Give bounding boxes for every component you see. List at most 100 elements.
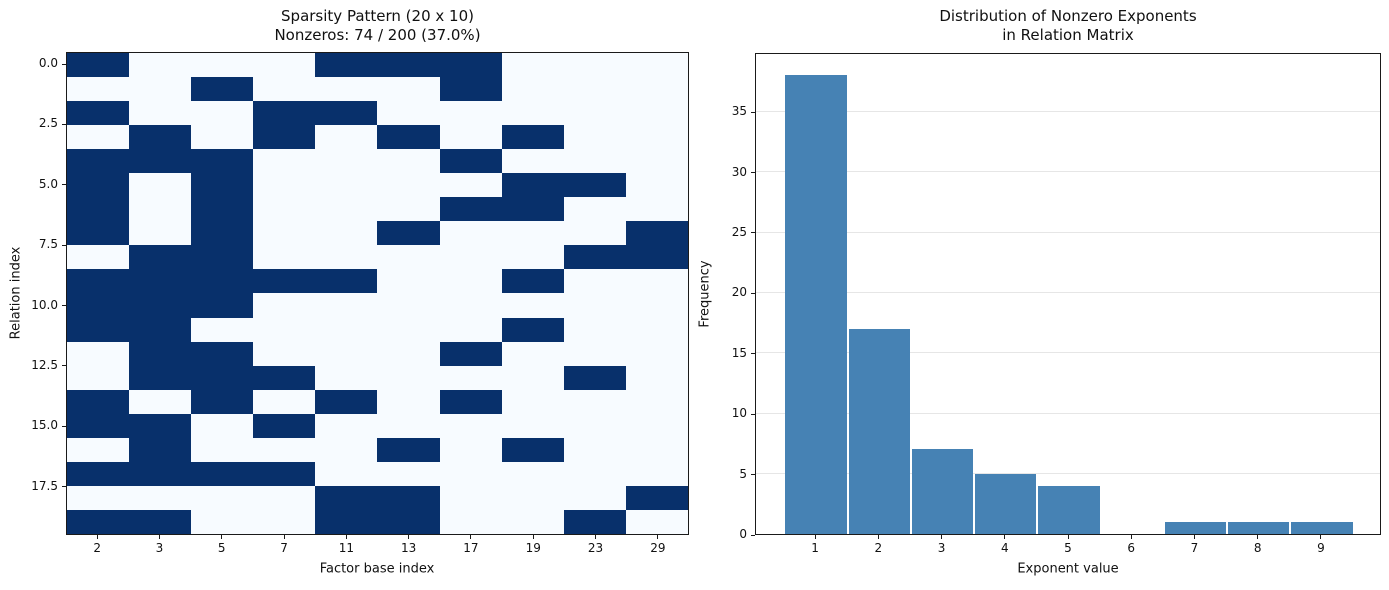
heatmap-cell bbox=[625, 173, 688, 198]
x-tick-label: 7 bbox=[1190, 541, 1199, 555]
heatmap-cell bbox=[439, 365, 502, 390]
heatmap-cell bbox=[191, 293, 254, 318]
heatmap-cell bbox=[253, 413, 316, 438]
heatmap-cell bbox=[253, 485, 316, 510]
heatmap-cell bbox=[625, 245, 688, 270]
heatmap-cell bbox=[315, 125, 378, 150]
gridline bbox=[756, 291, 1380, 293]
heatmap-cell bbox=[625, 149, 688, 174]
x-tick-label: 8 bbox=[1253, 541, 1262, 555]
heatmap-cell bbox=[315, 485, 378, 510]
heatmap-cell bbox=[501, 413, 564, 438]
heatmap-cell bbox=[253, 53, 316, 78]
heatmap-cell bbox=[501, 245, 564, 270]
y-tick-label: 12.5 bbox=[31, 357, 58, 372]
y-tick-mark bbox=[62, 365, 66, 367]
x-tick-mark bbox=[408, 535, 410, 539]
x-tick-mark bbox=[941, 535, 943, 539]
heatmap-cell bbox=[191, 341, 254, 366]
y-tick-label: 10 bbox=[731, 406, 747, 421]
x-tick-label: 3 bbox=[937, 541, 946, 555]
y-tick-label: 25 bbox=[731, 224, 747, 239]
heatmap-cell bbox=[501, 173, 564, 198]
heatmap-cell bbox=[315, 269, 378, 294]
heatmap-cell bbox=[563, 245, 626, 270]
heatmap-cell bbox=[625, 437, 688, 462]
heatmap-cell bbox=[191, 149, 254, 174]
heatmap-cell bbox=[377, 317, 440, 342]
x-tick-mark bbox=[877, 535, 879, 539]
heatmap-cell bbox=[501, 149, 564, 174]
y-tick-label: 10.0 bbox=[31, 297, 58, 312]
x-tick-label: 19 bbox=[525, 541, 541, 555]
heatmap-cell bbox=[501, 197, 564, 222]
heatmap-title-line2: Nonzeros: 74 / 200 (37.0%) bbox=[274, 26, 481, 44]
heatmap-cell bbox=[129, 53, 192, 78]
heatmap-cell bbox=[67, 317, 130, 342]
heatmap-cell bbox=[129, 509, 192, 534]
x-tick-mark bbox=[657, 535, 659, 539]
x-tick-mark bbox=[1067, 535, 1069, 539]
heatmap-cell bbox=[315, 437, 378, 462]
heatmap-cell bbox=[377, 53, 440, 78]
heatmap-cell bbox=[501, 77, 564, 102]
heatmap-cell bbox=[439, 77, 502, 102]
heatmap-cell bbox=[563, 173, 626, 198]
heatmap-cell bbox=[625, 413, 688, 438]
y-tick-label: 35 bbox=[731, 104, 747, 119]
heatmap-cell bbox=[191, 317, 254, 342]
x-tick-label: 1 bbox=[811, 541, 819, 555]
heatmap-cell bbox=[191, 197, 254, 222]
heatmap-cell bbox=[191, 437, 254, 462]
heatmap-cell bbox=[253, 317, 316, 342]
heatmap-cell bbox=[129, 413, 192, 438]
y-tick-mark bbox=[751, 232, 755, 234]
heatmap-cell bbox=[625, 77, 688, 102]
heatmap-cell bbox=[191, 53, 254, 78]
heatmap-cell bbox=[129, 149, 192, 174]
heatmap-cell bbox=[315, 509, 378, 534]
heatmap-cell bbox=[625, 221, 688, 246]
heatmap-cell bbox=[439, 149, 502, 174]
heatmap-cell bbox=[439, 389, 502, 414]
heatmap-cell bbox=[315, 53, 378, 78]
heatmap-cell bbox=[67, 461, 130, 486]
y-tick-label: 7.5 bbox=[38, 237, 58, 252]
x-tick-label: 2 bbox=[874, 541, 883, 555]
heatmap-cell bbox=[377, 389, 440, 414]
x-tick-mark bbox=[1130, 535, 1132, 539]
heatmap-cell bbox=[191, 221, 254, 246]
heatmap-cell bbox=[501, 437, 564, 462]
x-tick-label: 23 bbox=[587, 541, 604, 555]
histogram-bar bbox=[975, 473, 1037, 534]
y-tick-label: 2.5 bbox=[38, 116, 58, 131]
gridline bbox=[756, 352, 1380, 354]
heatmap-cell bbox=[315, 149, 378, 174]
heatmap-cell bbox=[67, 221, 130, 246]
heatmap-cell bbox=[315, 101, 378, 126]
x-tick-mark bbox=[1193, 535, 1195, 539]
heatmap-cell bbox=[129, 365, 192, 390]
heatmap-cell bbox=[439, 509, 502, 534]
heatmap-cell bbox=[129, 437, 192, 462]
heatmap-cell bbox=[315, 461, 378, 486]
heatmap-cell bbox=[563, 437, 626, 462]
y-tick-mark bbox=[62, 123, 66, 125]
heatmap-cell bbox=[129, 221, 192, 246]
gridline bbox=[756, 171, 1380, 173]
heatmap-cell bbox=[315, 293, 378, 318]
heatmap-cell bbox=[129, 173, 192, 198]
exponent-histogram-plot bbox=[755, 53, 1381, 535]
heatmap-cell bbox=[191, 245, 254, 270]
heatmap-cell bbox=[67, 293, 130, 318]
heatmap-y-axis-label: Relation index bbox=[8, 246, 24, 340]
heatmap-cell bbox=[563, 77, 626, 102]
x-tick-mark bbox=[814, 535, 816, 539]
heatmap-cell bbox=[439, 125, 502, 150]
y-tick-mark bbox=[62, 63, 66, 65]
heatmap-cell bbox=[253, 125, 316, 150]
heatmap-cell bbox=[253, 341, 316, 366]
heatmap-cell bbox=[191, 125, 254, 150]
heatmap-cell bbox=[563, 221, 626, 246]
heatmap-cell bbox=[191, 173, 254, 198]
